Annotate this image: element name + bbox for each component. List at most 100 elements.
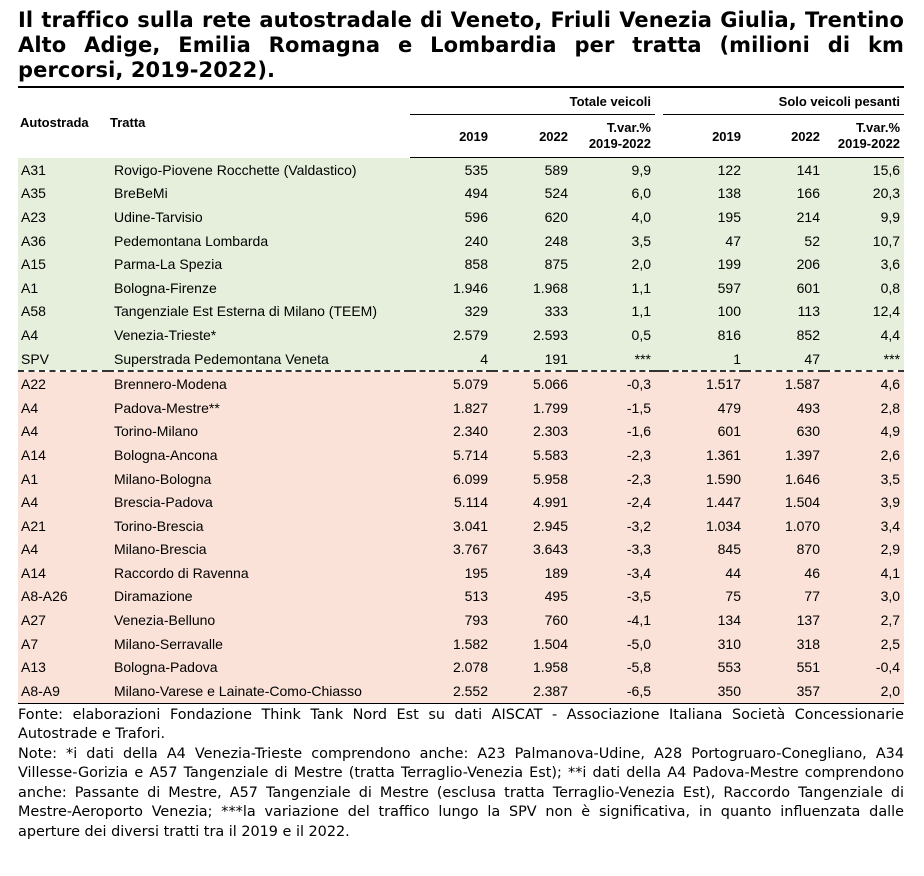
cell-tratta: Pedemontana Lombarda (108, 228, 410, 253)
cell-heavy-2022: 214 (745, 205, 824, 229)
cell-autostrada: SPV (18, 346, 108, 373)
cell-tratta: Superstrada Pedemontana Veneta (108, 346, 410, 373)
column-gap (655, 205, 663, 229)
cell-total-2019: 240 (410, 228, 492, 253)
col-header-heavy-2019: 2019 (663, 114, 745, 158)
cell-total-tvar: -4,1 (572, 608, 655, 632)
table-row: A15 Parma-La Spezia 858 875 2,0 199 206 3,6 (18, 252, 905, 276)
cell-total-tvar: 4,0 (572, 205, 655, 229)
cell-total-2022: 1.799 (492, 395, 572, 420)
cell-tratta: Brescia-Padova (108, 490, 410, 514)
cell-total-2019: 5.114 (410, 490, 492, 514)
cell-total-2022: 524 (492, 181, 572, 206)
cell-autostrada: A1 (18, 466, 108, 491)
cell-heavy-2019: 134 (663, 608, 745, 632)
cell-heavy-2019: 1.447 (663, 490, 745, 514)
cell-total-tvar: -1,5 (572, 395, 655, 420)
cell-autostrada: A4 (18, 537, 108, 562)
tvar-line1: T.var.% (855, 120, 901, 135)
column-gap (655, 513, 663, 538)
cell-heavy-tvar: 3,6 (824, 252, 905, 276)
col-header-autostrada: Autostrada (20, 115, 89, 131)
cell-total-2019: 535 (410, 157, 492, 182)
table-title: Il traffico sulla rete autostradale di V… (18, 8, 904, 82)
cell-heavy-2022: 166 (745, 181, 824, 206)
cell-tratta: Milano-Varese e Lainate-Como-Chiasso (108, 679, 410, 704)
table-row: A4 Padova-Mestre** 1.827 1.799 -1,5 479 493 2,8 (18, 395, 905, 420)
cell-tratta: Torino-Brescia (108, 513, 410, 538)
table-row: A35 BreBeMi 494 524 6,0 138 166 20,3 (18, 181, 905, 206)
cell-autostrada: A14 (18, 561, 108, 585)
column-gap (655, 323, 663, 347)
cell-heavy-tvar: 12,4 (824, 299, 905, 324)
cell-total-tvar: -0,3 (572, 371, 655, 396)
cell-total-2019: 5.079 (410, 371, 492, 396)
cell-total-2022: 1.968 (492, 275, 572, 300)
cell-heavy-2019: 1.034 (663, 513, 745, 538)
cell-tratta: Tangenziale Est Esterna di Milano (TEEM) (108, 299, 410, 324)
cell-tratta: Diramazione (108, 584, 410, 609)
cell-total-2022: 191 (492, 346, 572, 373)
cell-autostrada: A58 (18, 299, 108, 324)
cell-total-2022: 2.387 (492, 679, 572, 704)
cell-heavy-2022: 141 (745, 157, 824, 182)
column-gap (655, 490, 663, 514)
column-gap (655, 395, 663, 420)
cell-tratta: Parma-La Spezia (108, 252, 410, 276)
group-header-total: Totale veicoli (410, 88, 655, 115)
column-gap (655, 371, 663, 396)
cell-total-2022: 875 (492, 252, 572, 276)
cell-total-2022: 760 (492, 608, 572, 632)
cell-tratta: Bologna-Ancona (108, 443, 410, 467)
cell-heavy-2022: 52 (745, 228, 824, 253)
cell-heavy-2022: 46 (745, 561, 824, 585)
column-gap (655, 561, 663, 585)
cell-total-2019: 1.827 (410, 395, 492, 420)
column-gap (655, 443, 663, 467)
cell-total-tvar: -2,3 (572, 466, 655, 491)
cell-heavy-tvar: 2,9 (824, 537, 905, 562)
cell-autostrada: A1 (18, 275, 108, 300)
cell-total-2022: 620 (492, 205, 572, 229)
column-gap (655, 252, 663, 276)
cell-heavy-2022: 113 (745, 299, 824, 324)
cell-heavy-2022: 137 (745, 608, 824, 632)
cell-total-tvar: -3,4 (572, 561, 655, 585)
cell-tratta: Milano-Brescia (108, 537, 410, 562)
cell-heavy-2019: 1.590 (663, 466, 745, 491)
table-row: A4 Brescia-Padova 5.114 4.991 -2,4 1.447 1.504… (18, 490, 905, 514)
cell-total-2022: 3.643 (492, 537, 572, 562)
cell-heavy-tvar: 10,7 (824, 228, 905, 253)
cell-heavy-tvar: 3,0 (824, 584, 905, 609)
cell-total-tvar: 1,1 (572, 299, 655, 324)
cell-heavy-2022: 870 (745, 537, 824, 562)
cell-total-2022: 589 (492, 157, 572, 182)
cell-heavy-2019: 122 (663, 157, 745, 182)
cell-heavy-2022: 493 (745, 395, 824, 420)
table-row: A4 Venezia-Trieste* 2.579 2.593 0,5 816 852 4,4 (18, 323, 905, 347)
cell-total-2019: 793 (410, 608, 492, 632)
cell-heavy-tvar: 20,3 (824, 181, 905, 206)
table-row: A14 Bologna-Ancona 5.714 5.583 -2,3 1.361 1.39… (18, 443, 905, 467)
cell-heavy-tvar: 9,9 (824, 205, 905, 229)
cell-heavy-2019: 1.361 (663, 443, 745, 467)
cell-heavy-tvar: 15,6 (824, 157, 905, 182)
cell-heavy-2019: 1.517 (663, 371, 745, 396)
cell-total-tvar: -2,3 (572, 443, 655, 467)
table-row: A27 Venezia-Belluno 793 760 -4,1 134 137 2,7 (18, 608, 905, 632)
cell-total-2022: 189 (492, 561, 572, 585)
column-gap (655, 419, 663, 444)
cell-total-2019: 858 (410, 252, 492, 276)
cell-total-tvar: 9,9 (572, 157, 655, 182)
cell-autostrada: A31 (18, 157, 108, 182)
cell-heavy-tvar: 4,9 (824, 419, 905, 444)
cell-autostrada: A22 (18, 371, 108, 396)
cell-total-2022: 2.303 (492, 419, 572, 444)
cell-autostrada: A14 (18, 443, 108, 467)
cell-heavy-2019: 597 (663, 275, 745, 300)
cell-autostrada: A4 (18, 490, 108, 514)
cell-tratta: Milano-Bologna (108, 466, 410, 491)
document-page: Il traffico sulla rete autostradale di V… (18, 8, 905, 842)
cell-total-2022: 1.958 (492, 655, 572, 680)
column-gap (655, 275, 663, 300)
